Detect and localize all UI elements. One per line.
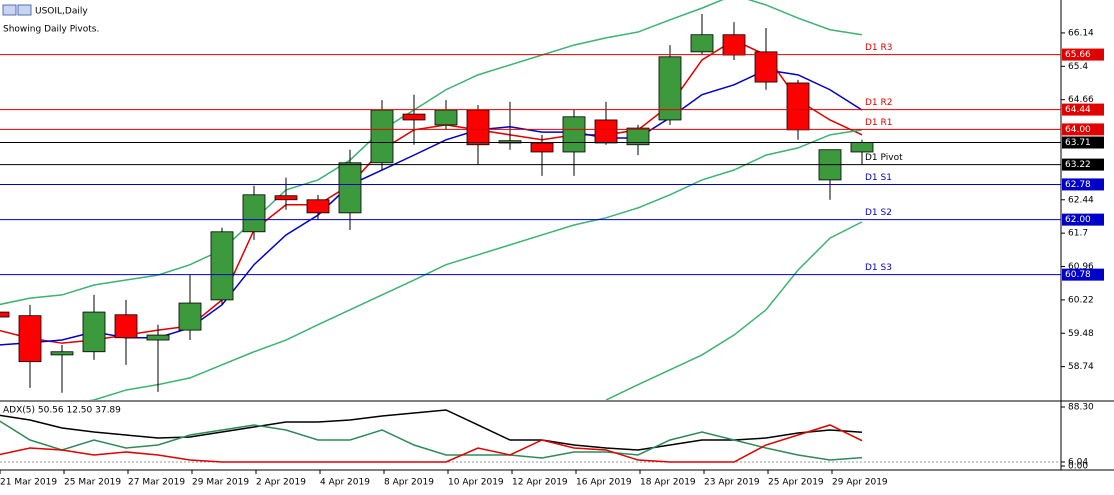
candle-body bbox=[274, 195, 298, 201]
overlay: USOIL,Daily Showing Daily Pivots. ADX(5)… bbox=[0, 4, 1104, 488]
x-tick-label: 29 Mar 2019 bbox=[192, 478, 249, 488]
indicator-line bbox=[605, 221, 863, 400]
x-tick-label: 18 Apr 2019 bbox=[640, 478, 696, 488]
price-pane bbox=[0, 0, 1061, 400]
indicator-title: ADX(5) 50.56 12.50 37.89 bbox=[3, 406, 121, 416]
price-tag bbox=[1062, 213, 1104, 226]
candle-body bbox=[466, 109, 490, 146]
pivot-label: D1 Pivot bbox=[865, 153, 903, 163]
y-tick-label: 59.48 bbox=[1068, 329, 1094, 339]
indicator-line bbox=[0, 0, 863, 306]
y-tick-label: 65.4 bbox=[1068, 62, 1088, 72]
candle-body bbox=[402, 113, 426, 121]
y-tick-label: 0.00 bbox=[1068, 462, 1088, 472]
candle-body bbox=[754, 51, 778, 83]
chart-subtitle: Showing Daily Pivots. bbox=[3, 25, 99, 35]
candle-body bbox=[594, 119, 618, 144]
indicator-line bbox=[0, 409, 863, 451]
price-tag-label: 65.66 bbox=[1065, 50, 1091, 60]
pivot-label: D1 R1 bbox=[865, 118, 893, 128]
price-tag-label: 62.00 bbox=[1065, 215, 1091, 225]
candle-body bbox=[850, 142, 874, 153]
price-tag-label: 64.44 bbox=[1065, 105, 1091, 115]
candle-body bbox=[114, 314, 138, 339]
y-tick-label: 60.22 bbox=[1068, 295, 1094, 305]
y-tick-label: 60.96 bbox=[1068, 262, 1094, 272]
x-tick-label: 25 Apr 2019 bbox=[768, 478, 824, 488]
y-tick-label: 58.74 bbox=[1068, 362, 1094, 372]
candle-body bbox=[50, 351, 74, 356]
chart-icon bbox=[17, 4, 32, 16]
y-tick-label: 66.14 bbox=[1068, 28, 1094, 38]
pivot-label: D1 S1 bbox=[865, 173, 892, 183]
pivot-label: D1 S2 bbox=[865, 208, 892, 218]
x-tick-label: 25 Mar 2019 bbox=[64, 478, 121, 488]
y-tick-label: 64.66 bbox=[1068, 95, 1094, 105]
price-tag-label: 63.71 bbox=[1065, 138, 1091, 148]
candle-body bbox=[658, 56, 682, 121]
chart-icon bbox=[2, 4, 17, 16]
price-tag-label: 63.22 bbox=[1065, 160, 1091, 170]
candle-body bbox=[178, 302, 202, 331]
candle-body bbox=[18, 315, 42, 363]
candle-body bbox=[434, 109, 458, 126]
x-tick-label: 16 Apr 2019 bbox=[576, 478, 632, 488]
indicator-line bbox=[0, 69, 863, 346]
price-tag bbox=[1062, 48, 1104, 61]
price-tag bbox=[1062, 178, 1104, 191]
candle-body bbox=[0, 311, 10, 318]
price-tag bbox=[1062, 136, 1104, 149]
price-tag-label: 62.78 bbox=[1065, 180, 1091, 190]
x-tick-label: 10 Apr 2019 bbox=[448, 478, 504, 488]
candle-body bbox=[242, 194, 266, 233]
x-tick-label: 2 Apr 2019 bbox=[256, 478, 306, 488]
indicator-line bbox=[0, 420, 863, 461]
y-tick-label: 6.04 bbox=[1068, 457, 1088, 467]
y-tick-label: 61.7 bbox=[1068, 229, 1088, 239]
price-tag bbox=[1062, 123, 1104, 136]
x-tick-label: 12 Apr 2019 bbox=[512, 478, 568, 488]
candle-body bbox=[82, 311, 106, 353]
pivot-label: D1 R2 bbox=[865, 98, 893, 108]
candle-body bbox=[338, 162, 362, 214]
price-tag bbox=[1062, 103, 1104, 116]
candle-body bbox=[562, 116, 586, 153]
candle-body bbox=[722, 34, 746, 56]
indicator-line bbox=[0, 39, 863, 344]
price-tag bbox=[1062, 268, 1104, 281]
candle-body bbox=[370, 109, 394, 164]
x-tick-label: 29 Apr 2019 bbox=[832, 478, 888, 488]
price-tag-label: 60.78 bbox=[1065, 270, 1091, 280]
price-tag bbox=[1062, 158, 1104, 171]
candle-body bbox=[210, 231, 234, 301]
candle-body bbox=[690, 34, 714, 53]
pivot-label: D1 R3 bbox=[865, 43, 893, 53]
x-tick-label: 8 Apr 2019 bbox=[384, 478, 434, 488]
indicator-line bbox=[0, 424, 863, 463]
x-tick-label: 4 Apr 2019 bbox=[320, 478, 370, 488]
y-tick-label: 88.30 bbox=[1068, 403, 1094, 413]
indicator-line bbox=[89, 129, 863, 400]
adx-pane bbox=[0, 409, 1061, 463]
x-tick-label: 21 Mar 2019 bbox=[0, 478, 57, 488]
candle-body bbox=[530, 142, 554, 153]
candle-body bbox=[306, 199, 330, 214]
pivot-label: D1 S3 bbox=[865, 263, 892, 273]
x-tick-label: 27 Mar 2019 bbox=[128, 478, 185, 488]
y-tick-label: 62.44 bbox=[1068, 195, 1094, 205]
candle-body bbox=[786, 82, 810, 131]
price-tag-label: 64.00 bbox=[1065, 125, 1091, 135]
chart-title: USOIL,Daily bbox=[35, 7, 88, 17]
x-tick-label: 23 Apr 2019 bbox=[704, 478, 760, 488]
candle-body bbox=[146, 334, 170, 341]
candle-body bbox=[626, 127, 650, 146]
